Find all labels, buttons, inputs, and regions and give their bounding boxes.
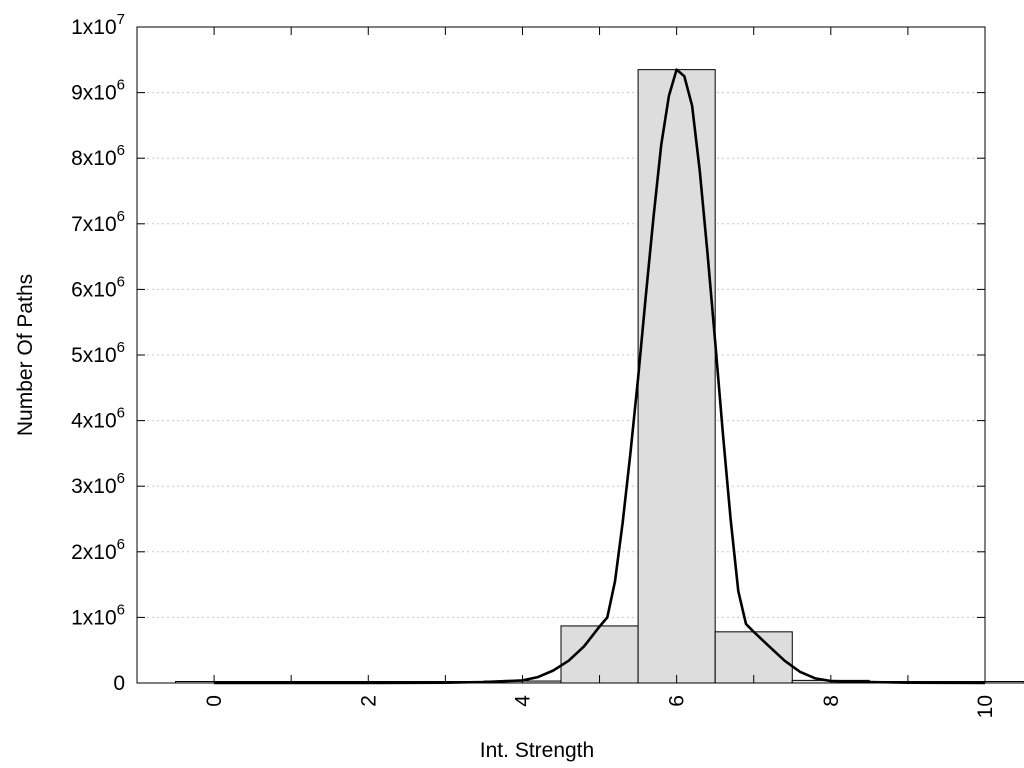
y-tick-base: 2x10 <box>71 541 117 564</box>
y-tick-exponent: 6 <box>117 470 125 487</box>
x-tick-label: 2 <box>357 695 380 707</box>
x-tick-label: 0 <box>203 695 226 707</box>
x-axis-title: Int. Strength <box>480 739 594 762</box>
y-tick-exponent: 6 <box>117 405 125 422</box>
y-tick-exponent: 6 <box>117 77 125 94</box>
y-tick-base: 0 <box>113 672 125 695</box>
y-tick-base: 1x10 <box>71 16 117 39</box>
y-tick-exponent: 6 <box>117 142 125 159</box>
histogram-bar <box>637 69 716 684</box>
y-tick-label: 7x106 <box>71 208 125 236</box>
y-tick-label: 1x106 <box>71 601 125 629</box>
y-tick-base: 8x10 <box>71 147 117 170</box>
y-tick-exponent: 6 <box>117 339 125 356</box>
y-tick-base: 1x10 <box>71 606 117 629</box>
y-tick-label: 9x106 <box>71 77 125 105</box>
histogram-bars <box>175 69 1024 684</box>
y-tick-label: 6x106 <box>71 273 125 301</box>
x-axis-ticks: 0 2 4 6 8 10 <box>203 27 997 718</box>
y-tick-label: 3x106 <box>71 470 125 498</box>
y-axis-ticks: 01x1062x1063x1064x1065x1066x1067x1068x10… <box>71 11 985 695</box>
y-tick-base: 5x10 <box>71 344 117 367</box>
y-tick-label: 1x107 <box>71 11 125 39</box>
y-tick-label: 0 <box>113 672 125 695</box>
y-tick-exponent: 6 <box>117 208 125 225</box>
x-tick-label: 8 <box>820 695 843 707</box>
histogram-bar <box>560 625 639 684</box>
y-tick-label: 4x106 <box>71 405 125 433</box>
distribution-curve-layer <box>214 68 986 685</box>
y-tick-base: 7x10 <box>71 213 117 236</box>
y-tick-exponent: 6 <box>117 536 125 553</box>
y-tick-exponent: 6 <box>117 273 125 290</box>
y-tick-base: 6x10 <box>71 278 117 301</box>
y-tick-base: 3x10 <box>71 475 117 498</box>
y-tick-label: 8x106 <box>71 142 125 170</box>
y-tick-label: 5x106 <box>71 339 125 367</box>
x-tick-label: 6 <box>666 695 689 707</box>
y-tick-exponent: 7 <box>117 11 125 28</box>
y-axis-title: Number Of Paths <box>14 274 37 436</box>
y-tick-label: 2x106 <box>71 536 125 564</box>
y-tick-base: 4x10 <box>71 410 117 433</box>
y-tick-base: 9x10 <box>71 82 117 105</box>
x-tick-label: 10 <box>974 695 997 718</box>
x-tick-label: 4 <box>511 695 534 707</box>
y-tick-exponent: 6 <box>117 601 125 618</box>
distribution-curve <box>214 68 986 685</box>
y-gridlines <box>137 92 985 618</box>
